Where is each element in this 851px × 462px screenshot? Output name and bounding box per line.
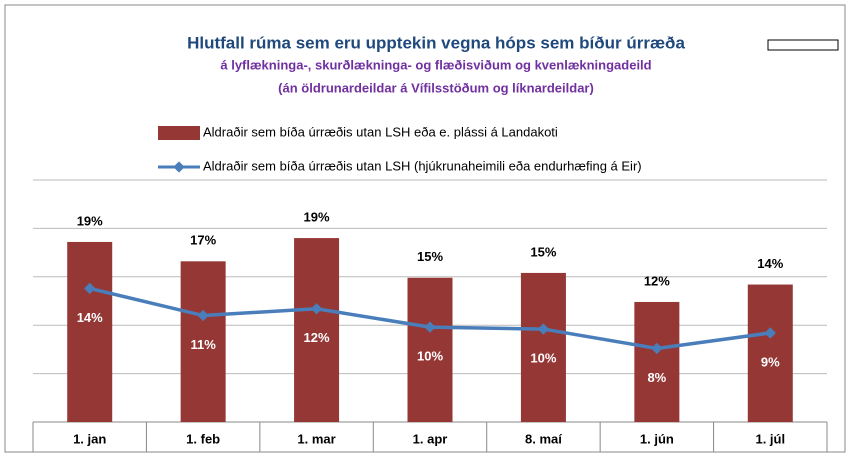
empty-box [767,39,839,51]
bar [520,272,566,422]
x-tick-label: 1. feb [186,431,220,446]
line-value-label: 11% [190,337,216,352]
bar [747,284,793,422]
legend-label: Aldraðir sem bíða úrræðis utan LSH (hjúk… [203,158,642,173]
bar-value-label: 19% [304,210,330,225]
line-marker [764,327,776,339]
bar-value-label: 19% [77,213,103,228]
line-value-label: 14% [77,310,103,325]
x-tick-label: 1. júl [755,431,785,446]
line-value-label: 12% [304,330,330,345]
legend-swatch [158,126,200,140]
bar [67,241,113,422]
chart-title: Hlutfall rúma sem eru upptekin vegna hóp… [187,33,685,52]
line-marker [197,309,209,322]
chart-subtitle: (án öldrunardeildar á Vífilsstöðum og lí… [278,80,594,95]
bar-value-label: 12% [644,273,670,288]
bar [407,277,453,422]
bar [294,238,340,422]
line-marker [651,342,663,355]
bar-value-label: 15% [530,244,556,259]
x-tick-label: 8. maí [525,431,562,446]
bar-value-label: 17% [190,233,216,248]
line-value-label: 8% [647,370,666,385]
x-tick-label: 1. jan [73,431,106,446]
line-marker [310,303,323,315]
chart-subtitle: á lyflækninga-, skurðlækninga- og flæðis… [220,57,651,72]
x-tick-label: 1. jún [640,431,674,446]
line-marker [424,321,436,333]
bar [634,301,680,422]
line-marker [537,323,550,335]
bar [180,261,226,422]
bar-value-label: 15% [417,249,443,264]
line-value-label: 10% [530,351,556,366]
x-tick-label: 1. mar [297,431,335,446]
line-value-label: 9% [761,354,780,369]
legend-label: Aldraðir sem bíða úrræðis utan LSH eða e… [203,124,558,139]
legend-marker [173,161,185,173]
bar-value-label: 14% [757,256,783,271]
x-tick-label: 1. apr [413,431,448,446]
line-value-label: 10% [417,349,443,364]
